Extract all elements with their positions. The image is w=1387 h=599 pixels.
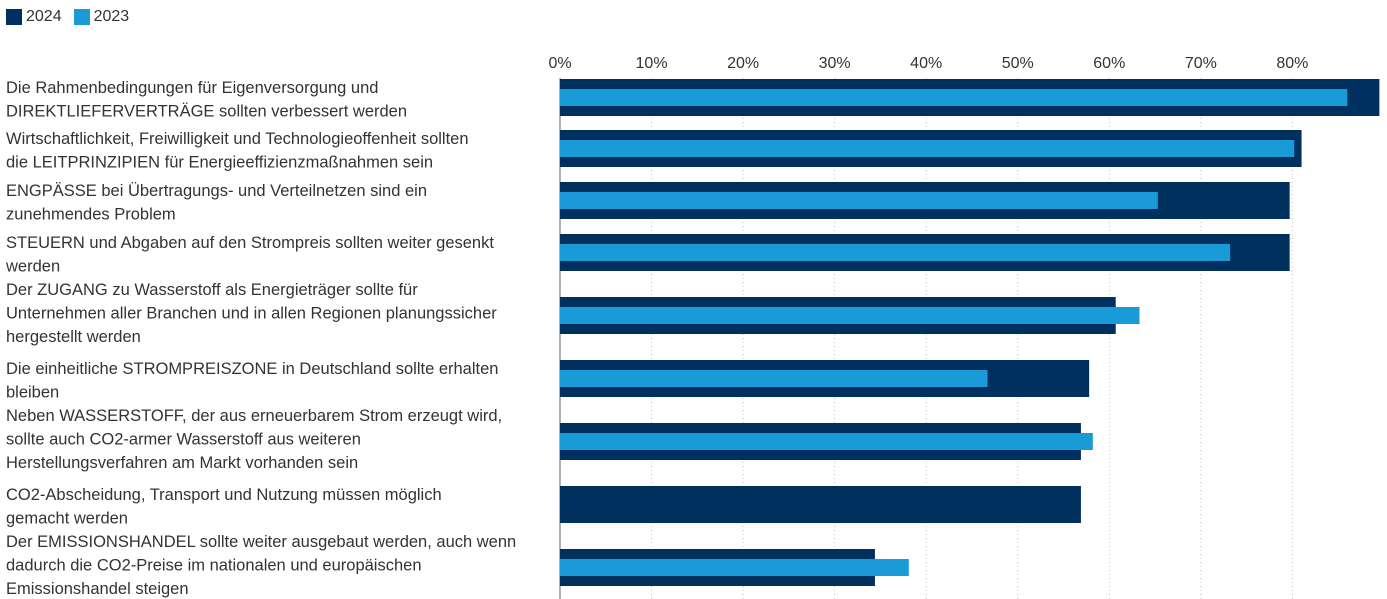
x-tick-label: 50% [1002, 55, 1034, 72]
category-label: Emissionshandel steigen [6, 580, 189, 598]
x-tick-label: 30% [819, 55, 851, 72]
category-label: Der ZUGANG zu Wasserstoff als Energieträ… [6, 281, 418, 299]
legend-label-2024: 2024 [26, 8, 62, 25]
x-tick-label: 80% [1276, 55, 1308, 72]
category-label: die LEITPRINZIPIEN für Energieeffizienzm… [6, 154, 433, 172]
category-label: werden [5, 258, 60, 276]
category-label: zunehmendes Problem [6, 206, 176, 224]
bar-2023[interactable] [560, 370, 988, 387]
bar-2023[interactable] [560, 433, 1093, 450]
category-label: hergestellt werden [6, 328, 141, 346]
bar-2023[interactable] [560, 307, 1140, 324]
category-label: Die Rahmenbedingungen für Eigenversorgun… [6, 79, 378, 97]
category-label: Neben WASSERSTOFF, der aus erneuerbarem … [6, 407, 502, 425]
category-label: Unternehmen aller Branchen und in allen … [6, 305, 497, 323]
x-tick-label: 20% [727, 55, 759, 72]
category-label: ENGPÄSSE bei Übertragungs- und Verteilne… [6, 182, 427, 200]
category-label: Die einheitliche STROMPREISZONE in Deuts… [6, 360, 498, 378]
category-label: STEUERN und Abgaben auf den Strompreis s… [6, 234, 494, 252]
legend-label-2023: 2023 [93, 8, 130, 25]
category-label: Der EMISSIONSHANDEL sollte weiter ausgeb… [6, 533, 516, 551]
bar-2023[interactable] [560, 192, 1158, 209]
x-tick-label: 10% [636, 55, 668, 72]
category-label: DIREKTLIEFERVERTRÄGE sollten verbessert … [6, 103, 407, 121]
category-label: dadurch die CO2-Preise im nationalen und… [6, 557, 422, 575]
category-label: sollte auch CO2-armer Wasserstoff aus we… [6, 431, 361, 449]
category-label: Wirtschaftlichkeit, Freiwilligkeit und T… [6, 130, 469, 148]
bar-2023[interactable] [560, 140, 1295, 157]
legend-swatch-2024 [6, 9, 22, 25]
x-tick-label: 40% [910, 55, 942, 72]
legend: 2024 2023 [6, 8, 141, 26]
category-label: Herstellungsverfahren am Markt vorhanden… [6, 454, 358, 472]
category-label: bleiben [6, 384, 59, 402]
bar-2024[interactable] [560, 486, 1081, 523]
bar-2023[interactable] [560, 89, 1348, 106]
x-tick-label: 70% [1185, 55, 1217, 72]
x-tick-label: 0% [548, 55, 571, 72]
bar-2023[interactable] [560, 244, 1231, 261]
legend-item-2023[interactable]: 2023 [73, 8, 130, 26]
x-tick-label: 60% [1093, 55, 1125, 72]
legend-swatch-2023 [73, 9, 90, 25]
category-label: CO2-Abscheidung, Transport und Nutzung m… [6, 486, 442, 504]
category-label: gemacht werden [6, 510, 128, 528]
legend-item-2024[interactable]: 2024 [6, 8, 62, 26]
bar-2023[interactable] [560, 559, 909, 576]
